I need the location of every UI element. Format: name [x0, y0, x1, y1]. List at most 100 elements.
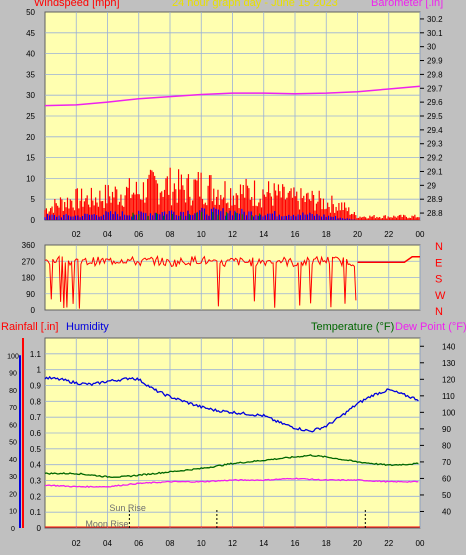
chart-title: 24 hour graph day - June 15 2023 — [172, 0, 338, 9]
compass-label: N — [435, 306, 443, 318]
temp-tick-label: 100 — [442, 408, 456, 417]
wind-tick-label: 50 — [26, 8, 35, 17]
x-tick-label: 18 — [322, 230, 331, 239]
baro-tick-label: 30.1 — [427, 29, 443, 38]
wind-tick-label: 40 — [26, 50, 35, 59]
temp-tick-label: 40 — [442, 507, 451, 516]
temp-tick-label: 50 — [442, 491, 451, 500]
temp-tick-label: 120 — [442, 375, 456, 384]
baro-tick-label: 29.8 — [427, 70, 443, 79]
wind-tick-label: 25 — [26, 112, 35, 121]
x-tick-label: 04 — [103, 230, 112, 239]
x-tick-label: 10 — [197, 230, 206, 239]
baro-axis-title: Barometer [.in] — [371, 0, 444, 9]
x-tick-label: 22 — [384, 230, 393, 239]
direction-tick-label: 360 — [22, 241, 36, 250]
humidity-axis-title: Humidity — [66, 321, 109, 333]
x-tick-label: 20 — [353, 230, 362, 239]
humidity-tick-label: 60 — [9, 422, 17, 429]
x-tick-label: 22 — [384, 539, 393, 548]
dew-axis-title: Dew Point (°F) — [395, 321, 466, 333]
wind-tick-label: 0 — [31, 216, 36, 225]
compass-label: W — [435, 290, 446, 302]
direction-trace — [44, 255, 357, 309]
humidity-tick-label: 0 — [11, 526, 15, 533]
baro-tick-label: 29.6 — [427, 98, 443, 107]
baro-tick-label: 30 — [427, 43, 436, 52]
wind-axis-title: Windspeed [mph] — [34, 0, 120, 9]
rain-tick-label: 0.7 — [30, 413, 42, 422]
wind-tick-label: 45 — [26, 29, 35, 38]
baro-tick-label: 29.4 — [427, 126, 443, 135]
temp-tick-label: 130 — [442, 359, 456, 368]
baro-tick-label: 28.8 — [427, 209, 443, 218]
rain-tick-label: 0.2 — [30, 492, 42, 501]
temp-humidity-panel: 0 0.1 0.2 0.3 0.4 0.5 0.6 0.7 0.8 0.9 1 1.1 0 10 20 30 4… — [7, 337, 456, 548]
x-tick-label: 12 — [228, 230, 237, 239]
direction-line — [357, 255, 420, 263]
baro-tick-label: 29.9 — [427, 57, 443, 66]
x-tick-label: 02 — [72, 230, 81, 239]
temp-tick-label: 90 — [442, 425, 451, 434]
x-tick-label: 00 — [416, 539, 425, 548]
baro-tick-label: 30.2 — [427, 15, 443, 24]
x-tick-label: 08 — [166, 230, 175, 239]
humidity-tick-label: 10 — [9, 509, 17, 516]
compass-label: E — [435, 257, 442, 269]
x-tick-label: 06 — [134, 230, 143, 239]
humidity-tick-label: 90 — [9, 371, 17, 378]
temperature-line — [44, 454, 419, 479]
wind-tick-label: 30 — [26, 91, 35, 100]
compass-label: N — [435, 241, 443, 253]
x-tick-label: 16 — [291, 539, 300, 548]
direction-tick-label: 180 — [22, 274, 36, 283]
wind-baro-panel: 0 5 10 15 20 25 30 35 40 45 50 28.8 28.9 29 29.1 29.2 29… — [26, 8, 443, 239]
x-tick-label: 02 — [72, 539, 81, 548]
baro-tick-label: 29.2 — [427, 154, 443, 163]
direction-tick-label: 270 — [22, 257, 36, 266]
temp-tick-label: 60 — [442, 474, 451, 483]
x-tick-label: 00 — [416, 230, 425, 239]
x-tick-label: 20 — [353, 539, 362, 548]
x-tick-label: 14 — [259, 539, 268, 548]
direction-tick-label: 90 — [26, 290, 35, 299]
humidity-line — [44, 375, 419, 433]
rain-tick-label: 0.3 — [30, 477, 42, 486]
temp-tick-label: 80 — [442, 441, 451, 450]
humidity-tick-label: 30 — [9, 474, 17, 481]
baro-tick-label: 29 — [427, 181, 436, 190]
rain-tick-label: 0.9 — [30, 382, 42, 391]
baro-tick-label: 29.3 — [427, 140, 443, 149]
baro-tick-label: 29.7 — [427, 84, 443, 93]
compass-label: S — [435, 274, 442, 286]
x-tick-label: 10 — [197, 539, 206, 548]
direction-tick-label: 0 — [31, 306, 36, 315]
rain-tick-label: 0.4 — [30, 461, 42, 470]
x-tick-label: 16 — [291, 230, 300, 239]
temp-tick-label: 140 — [442, 342, 456, 351]
wind-tick-label: 15 — [26, 154, 35, 163]
humidity-tick-label: 80 — [9, 388, 17, 395]
humidity-tick-label: 50 — [9, 440, 17, 447]
rain-tick-label: 1.1 — [30, 350, 42, 359]
x-tick-label: 12 — [228, 539, 237, 548]
rain-tick-label: 0 — [37, 524, 42, 533]
wind-tick-label: 20 — [26, 133, 35, 142]
x-tick-label: 06 — [134, 539, 143, 548]
rain-axis-title: Rainfall [.in] — [1, 321, 59, 333]
humidity-tick-label: 40 — [9, 457, 17, 464]
temp-axis-title: Temperature (°F) — [311, 321, 395, 333]
moonrise-label: Moon Rise — [85, 519, 128, 529]
humidity-tick-label: 100 — [7, 353, 19, 360]
temp-tick-label: 110 — [442, 392, 455, 401]
rain-tick-label: 1 — [37, 366, 42, 375]
wind-tick-label: 5 — [31, 195, 36, 204]
x-tick-label: 18 — [322, 539, 331, 548]
wind-tick-label: 35 — [26, 70, 35, 79]
rain-tick-label: 0.6 — [30, 429, 42, 438]
baro-tick-label: 28.9 — [427, 195, 443, 204]
sunrise-label: Sun Rise — [109, 503, 146, 513]
baro-tick-label: 29.1 — [427, 167, 443, 176]
